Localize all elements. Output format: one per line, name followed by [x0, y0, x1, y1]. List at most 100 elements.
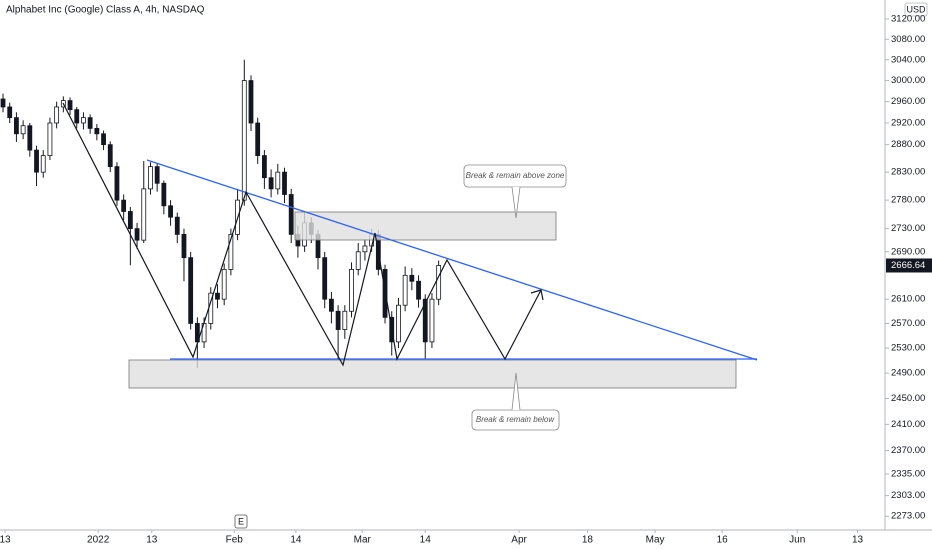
candle-body	[261, 155, 267, 179]
candle-body	[47, 122, 53, 156]
candle-body	[127, 211, 133, 230]
x-tick-label: Jun	[789, 535, 805, 546]
candle-body	[81, 117, 86, 124]
candle-body	[268, 177, 274, 190]
y-tick-label: 2830.00	[891, 167, 925, 178]
time-axis-panel	[0, 530, 932, 550]
candle-body	[228, 233, 234, 270]
candle-body	[114, 166, 120, 201]
candle-body	[168, 205, 173, 218]
y-tick-label: 2335.00	[891, 468, 925, 479]
y-tick-label: 2960.00	[891, 96, 925, 107]
candle-body	[154, 166, 160, 184]
candle-body	[181, 233, 187, 259]
candle-body	[141, 188, 147, 241]
y-tick-label: 2730.00	[891, 223, 925, 234]
x-tick-label: 13	[852, 535, 864, 546]
y-tick-label: 2490.00	[891, 368, 925, 379]
candle-body	[402, 274, 408, 306]
y-tick-label: 2780.00	[891, 195, 925, 206]
x-tick-label: 16	[717, 535, 729, 546]
lower-zone	[128, 359, 737, 389]
candle-body	[87, 117, 93, 129]
candle-body	[107, 144, 113, 168]
x-tick-label: 13	[146, 535, 158, 546]
last-price-tag	[886, 258, 932, 273]
upper-zone	[294, 211, 557, 241]
y-tick-label: 2570.00	[891, 318, 925, 329]
y-tick-label: 2690.00	[891, 246, 925, 257]
annotation: Break & remain below	[476, 415, 555, 424]
candle-body	[409, 274, 415, 282]
callout-pointer	[511, 372, 521, 411]
x-tick-label: 14	[290, 535, 302, 546]
candle-body	[94, 127, 100, 135]
x-tick-label: Feb	[226, 535, 244, 546]
candle-body	[329, 298, 334, 312]
x-tick-label: 13	[0, 535, 11, 546]
x-tick-label: 2022	[87, 535, 110, 546]
candle-body	[14, 117, 19, 135]
candle-body	[67, 100, 73, 111]
candle-body	[342, 310, 348, 330]
candle-body	[27, 125, 33, 151]
candle-body	[101, 133, 106, 146]
callout-pointer	[511, 186, 521, 219]
zigzag-path	[62, 102, 542, 367]
y-tick-label: 3080.00	[891, 34, 925, 45]
y-tick-label: 2410.00	[891, 419, 925, 430]
x-tick-label: Mar	[354, 535, 372, 546]
candle-body	[74, 109, 80, 124]
last-price-label: 2666.64	[891, 260, 925, 271]
candle-body	[7, 106, 13, 119]
y-tick-label: 3120.00	[891, 14, 925, 25]
candle-body	[0, 98, 6, 108]
candle-body	[322, 257, 328, 300]
candle-body	[275, 171, 281, 190]
x-tick-label: 14	[420, 535, 432, 546]
candle-body	[134, 228, 140, 241]
x-tick-label: Apr	[511, 535, 527, 546]
y-tick-label: 2880.00	[891, 139, 925, 150]
price-axis-panel	[885, 0, 932, 550]
candle-body	[288, 194, 294, 235]
candle-body	[221, 269, 227, 300]
candle-body	[188, 257, 194, 324]
candle-body	[148, 166, 153, 190]
candle-body	[355, 251, 361, 270]
y-tick-label: 2610.00	[891, 294, 925, 305]
candle-body	[248, 80, 254, 124]
candle-body	[121, 199, 127, 212]
candle-body	[416, 280, 421, 300]
currency-badge	[904, 2, 928, 17]
candle-body	[241, 80, 247, 201]
y-tick-label: 2920.00	[891, 118, 925, 129]
y-tick-label: 2273.00	[891, 511, 925, 522]
candle-body	[436, 265, 442, 300]
candle-body	[422, 298, 428, 343]
y-tick-label: 3040.00	[891, 54, 925, 65]
candle-body	[174, 216, 180, 235]
candle-body	[215, 292, 220, 300]
y-tick-label: 3000.00	[891, 75, 925, 86]
annotation: Break & remain above zone	[466, 171, 565, 180]
x-tick-label: May	[646, 535, 665, 546]
x-tick-label: 18	[582, 535, 594, 546]
candle-body	[349, 269, 354, 312]
arrow-head	[530, 289, 544, 301]
currency: USD	[906, 4, 926, 14]
y-tick-label: 2450.00	[891, 393, 925, 404]
candle-body	[255, 122, 261, 156]
earnings-marker: E	[238, 516, 244, 526]
candle-body	[34, 149, 39, 173]
candle-body	[20, 125, 26, 135]
y-tick-label: 2530.00	[891, 343, 925, 354]
chart-title: Alphabet Inc (Google) Class A, 4h, NASDA…	[6, 5, 205, 16]
candle-body	[429, 298, 435, 343]
candle-body	[335, 310, 341, 330]
y-tick-label: 2370.00	[891, 445, 925, 456]
earnings-badge	[234, 514, 248, 529]
candle-body	[40, 155, 46, 173]
